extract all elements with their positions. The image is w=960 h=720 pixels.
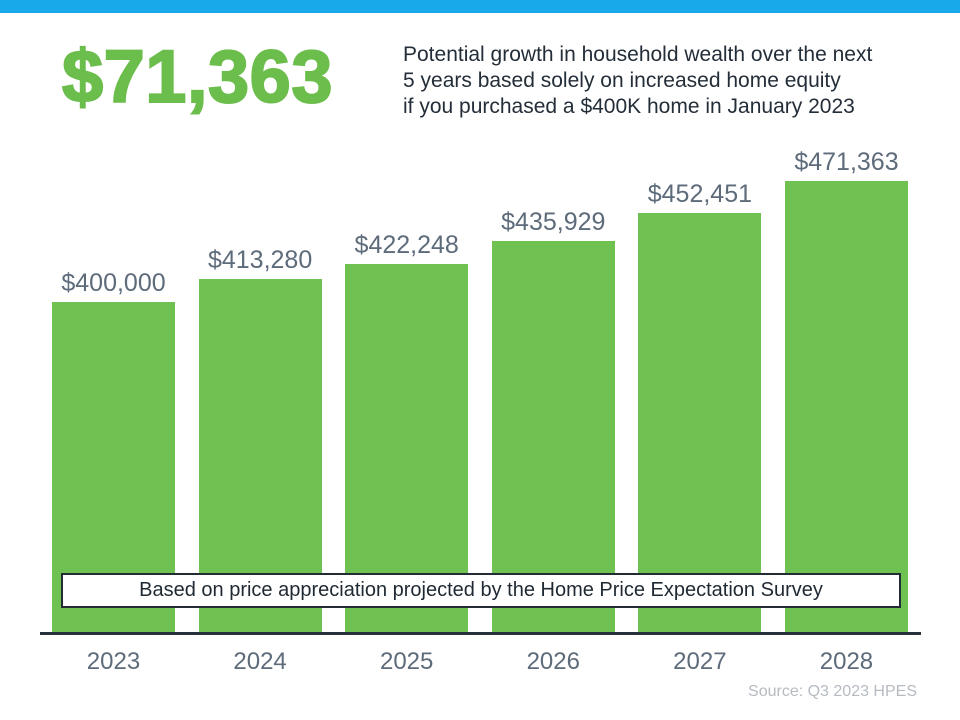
bar-value-label: $435,929 xyxy=(501,208,606,236)
header-description-line-2: 5 years based solely on increased home e… xyxy=(403,69,841,92)
bar-column-2026: $435,929 xyxy=(491,208,615,633)
bar-2026 xyxy=(491,241,615,633)
bar-value-label: $413,280 xyxy=(207,246,313,274)
bar-value-label: $471,363 xyxy=(794,148,899,176)
x-axis-line xyxy=(40,632,921,635)
bar-column-2025: $422,248 xyxy=(345,231,469,633)
bar-2028 xyxy=(784,181,908,633)
note-text: Based on price appreciation projected by… xyxy=(139,579,823,601)
bar-chart-plot-area: $400,000 $413,280 $422,248 $435,929 $452,451… xyxy=(52,133,908,633)
note-box: Based on price appreciation projected by… xyxy=(61,573,901,608)
x-axis-labels: 2023 2024 2025 2026 2027 2028 xyxy=(52,648,908,676)
bar-value-label: $452,451 xyxy=(647,180,753,208)
x-tick-label-2024: 2024 xyxy=(233,648,287,675)
bar-column-2027: $452,451 xyxy=(638,180,762,633)
bar-value-label: $400,000 xyxy=(61,269,166,297)
x-tick-label-2028: 2028 xyxy=(819,648,874,675)
x-tick-label-2027: 2027 xyxy=(673,648,727,675)
bar-2025 xyxy=(345,264,469,633)
header-description-line-1: Potential growth in household wealth ove… xyxy=(403,43,873,66)
source-label: Source: Q3 2023 HPES xyxy=(748,683,917,700)
header-description-line-3: if you purchased a $400K home in January… xyxy=(403,95,855,118)
x-tick-label-2023: 2023 xyxy=(86,648,141,675)
bar-column-2028: $471,363 xyxy=(784,148,908,633)
x-tick-label-2026: 2026 xyxy=(526,648,580,675)
x-tick-label-2025: 2025 xyxy=(379,648,434,675)
bar-2027 xyxy=(638,213,762,633)
header-description: Potential growth in household wealth ove… xyxy=(403,42,872,120)
bar-value-label: $422,248 xyxy=(354,231,459,259)
headline-value: $71,363 xyxy=(61,35,334,118)
top-accent-bar xyxy=(0,0,960,13)
